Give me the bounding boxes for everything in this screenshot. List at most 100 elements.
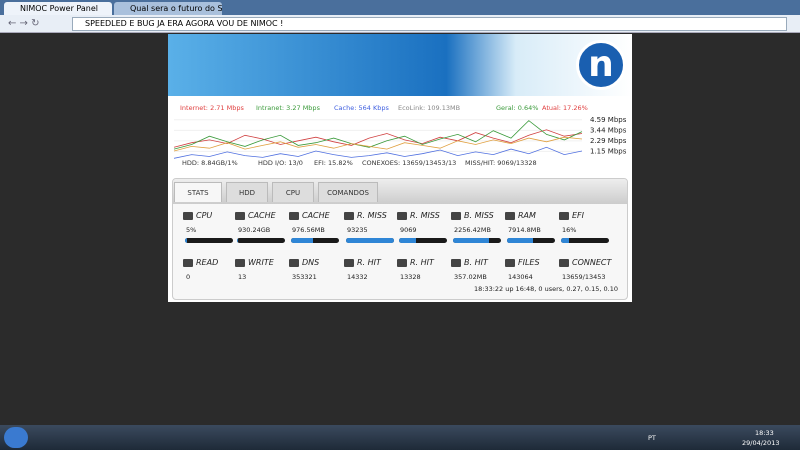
graph-footer-stat: HDD: 8.84GB/1% xyxy=(182,159,238,167)
stat-icon xyxy=(183,212,193,220)
clock-time[interactable]: 18:33 xyxy=(755,429,774,437)
scale-label: 3.44 Mbps xyxy=(590,126,627,134)
graph-line xyxy=(173,136,583,152)
stat-value: 13 xyxy=(238,273,247,281)
stat-icon xyxy=(505,259,515,267)
graph-stat: Internet: 2.71 Mbps xyxy=(180,104,244,112)
stat-label: READ xyxy=(183,258,218,267)
stat-icon xyxy=(183,259,193,267)
meter-fill xyxy=(346,238,394,243)
meter-fill xyxy=(561,238,569,243)
stat-label: CACHE xyxy=(235,211,276,220)
stat-value: 5% xyxy=(186,226,197,234)
stat-value: 93235 xyxy=(347,226,368,234)
stat-value: 976.56MB xyxy=(292,226,325,234)
meter-fill xyxy=(291,238,313,243)
stat-value: 0 xyxy=(186,273,191,281)
meter xyxy=(291,238,339,243)
stat-label: B. MISS xyxy=(451,211,494,220)
graph-stat: EcoLink: 109.13MB xyxy=(398,104,461,112)
meter-fill xyxy=(185,238,188,243)
stat-label: R. MISS xyxy=(397,211,440,220)
stat-value: 353321 xyxy=(292,273,317,281)
logo: n xyxy=(576,40,626,90)
stat-icon xyxy=(397,212,407,220)
stat-icon xyxy=(505,212,515,220)
graph-header: Internet: 2.71 Mbps Intranet: 3.27 Mbps Ca… xyxy=(180,104,600,114)
graph-stat: Intranet: 3.27 Mbps xyxy=(256,104,320,112)
stat-label: WRITE xyxy=(235,258,274,267)
meter xyxy=(507,238,555,243)
meter-fill xyxy=(507,238,534,243)
scale-label: 4.59 Mbps xyxy=(590,116,627,124)
graph-footer-stat: EFI: 15.82% xyxy=(314,159,353,167)
meter xyxy=(399,238,447,243)
stat-value: 13328 xyxy=(400,273,421,281)
scale-label: 2.29 Mbps xyxy=(590,137,627,145)
browser-tab[interactable]: Qual sera o futuro do Sp xyxy=(114,2,222,15)
stat-icon xyxy=(451,212,461,220)
meter xyxy=(561,238,609,243)
stat-value: 930.24GB xyxy=(238,226,271,234)
scale-label: 1.15 Mbps xyxy=(590,147,627,155)
meter xyxy=(346,238,394,243)
meter xyxy=(185,238,233,243)
taskbar: PT 18:33 29/04/2013 xyxy=(0,425,800,450)
panel-tab[interactable]: HDD xyxy=(226,182,268,202)
stat-label: R. HIT xyxy=(344,258,381,267)
language[interactable]: PT xyxy=(648,434,656,442)
graph: 4.59 Mbps 3.44 Mbps 2.29 Mbps 1.15 Mbps xyxy=(173,116,627,159)
meter-fill xyxy=(453,238,489,243)
graph-stat: Atual: 17.26% xyxy=(542,104,588,112)
meter xyxy=(237,238,285,243)
stat-label: R. MISS xyxy=(344,211,387,220)
stat-icon xyxy=(289,212,299,220)
stat-icon xyxy=(289,259,299,267)
graph-stat: Cache: 564 Kbps xyxy=(334,104,389,112)
stat-icon xyxy=(397,259,407,267)
address-bar[interactable]: SPEEDLED E BUG JA ERA AGORA VOU DE NIMOC… xyxy=(72,17,787,31)
stat-value: 13659/13453 xyxy=(562,273,606,281)
stat-icon xyxy=(559,259,569,267)
nav-buttons[interactable]: ← → ↻ xyxy=(8,18,40,29)
stat-icon xyxy=(235,212,245,220)
meter xyxy=(453,238,501,243)
stat-icon xyxy=(344,212,354,220)
graph-footer: HDD: 8.84GB/1% HDD I/O: 13/0 EFI: 15.82% CO… xyxy=(182,159,602,169)
stat-icon xyxy=(235,259,245,267)
panel-tab[interactable]: CPU xyxy=(272,182,314,202)
stat-label: CONNECT xyxy=(559,258,611,267)
stat-label: RAM xyxy=(505,211,536,220)
uptime: 18:33:22 up 16:48, 0 users, 0.27, 0.15, … xyxy=(473,285,618,293)
tab-strip: NIMOC Power Panel Qual sera o futuro do … xyxy=(0,0,800,15)
meter-fill xyxy=(399,238,416,243)
banner: n xyxy=(168,34,632,96)
browser-tab[interactable]: NIMOC Power Panel xyxy=(4,2,112,15)
stat-label: FILES xyxy=(505,258,540,267)
clock-date[interactable]: 29/04/2013 xyxy=(742,439,780,447)
meter-fill xyxy=(237,238,239,243)
stat-label: CPU xyxy=(183,211,212,220)
stat-value: 2256.42MB xyxy=(454,226,491,234)
stat-value: 14332 xyxy=(347,273,368,281)
stat-label: EFI xyxy=(559,211,584,220)
start-button[interactable] xyxy=(4,427,28,448)
stat-icon xyxy=(559,212,569,220)
panel-tab[interactable]: STATS xyxy=(174,182,222,202)
stat-icon xyxy=(344,259,354,267)
stat-value: 9069 xyxy=(400,226,417,234)
stat-value: 143064 xyxy=(508,273,533,281)
stat-label: DNS xyxy=(289,258,319,267)
graph-line xyxy=(173,120,583,150)
graph-line xyxy=(173,146,583,159)
pinned-apps xyxy=(40,427,270,448)
panel-tab[interactable]: COMANDOS xyxy=(318,182,378,202)
graph-stat: Geral: 0.64% xyxy=(496,104,539,112)
stat-value: 7914.8MB xyxy=(508,226,541,234)
toolbar: ← → ↻ SPEEDLED E BUG JA ERA AGORA VOU DE… xyxy=(0,15,800,33)
graph-line xyxy=(173,129,583,148)
graph-footer-stat: CONEXOES: 13659/13453/13 xyxy=(362,159,457,167)
panel: n Internet: 2.71 Mbps Intranet: 3.27 Mbps… xyxy=(168,34,632,302)
stat-value: 357.02MB xyxy=(454,273,487,281)
